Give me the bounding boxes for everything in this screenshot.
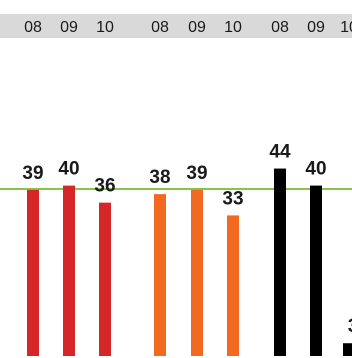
- year-label-2-2: 10: [340, 19, 352, 36]
- value-label-1-1: 39: [186, 163, 207, 184]
- value-label-2-2: 3: [348, 316, 352, 337]
- year-label-0-1: 09: [60, 19, 78, 36]
- year-label-1-0: 08: [151, 19, 169, 36]
- value-label-0-2: 36: [94, 176, 115, 197]
- value-label-2-1: 40: [305, 159, 326, 180]
- value-label-1-2: 33: [222, 188, 243, 209]
- year-label-1-1: 09: [188, 19, 206, 36]
- bars: [27, 168, 352, 356]
- year-label-1-2: 10: [224, 19, 242, 36]
- value-label-0-1: 40: [58, 159, 79, 180]
- bar-2-0: [274, 168, 286, 356]
- value-label-2-0: 44: [269, 142, 291, 163]
- bar-1-0: [154, 194, 166, 356]
- bar-0-1: [63, 185, 75, 356]
- year-label-2-0: 08: [271, 19, 289, 36]
- value-labels: 39 40 36 38 39 33 44 40 3: [22, 142, 352, 338]
- year-label-0-0: 08: [24, 19, 42, 36]
- value-label-0-0: 39: [22, 163, 43, 184]
- year-header-band: [0, 14, 352, 38]
- year-header-labels: 08 09 10 08 09 10 08 09 10: [24, 19, 352, 36]
- value-label-1-0: 38: [149, 167, 170, 188]
- bar-1-2: [227, 215, 239, 356]
- bar-2-1: [310, 185, 322, 356]
- bar-2-2: [343, 343, 352, 356]
- bar-1-1: [191, 189, 203, 356]
- year-label-0-2: 10: [96, 19, 114, 36]
- year-label-2-1: 09: [307, 19, 325, 36]
- bar-0-0: [27, 189, 39, 356]
- bar-0-2: [99, 202, 111, 356]
